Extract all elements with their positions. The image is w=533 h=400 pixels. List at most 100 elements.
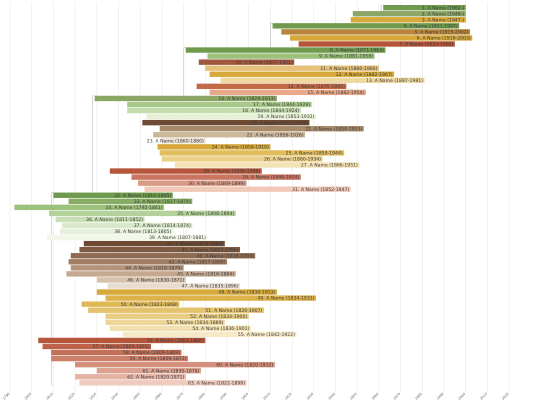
x-tick-label: 1950 xyxy=(349,392,358,400)
timeline-bar xyxy=(198,59,295,65)
timeline-bar-label: 40. A Name (1824-1889) xyxy=(166,241,223,247)
timeline-bar xyxy=(127,101,312,108)
timeline-bar xyxy=(70,253,256,259)
timeline-bar-label: 6. A Name (1919-2003) xyxy=(417,36,471,42)
timeline-bar xyxy=(51,349,182,356)
timeline-bar xyxy=(88,307,264,313)
timeline-bar-label: 60. A Name (1820-1912) xyxy=(216,362,273,368)
timeline-bar-label: 3. A Name (1947-) xyxy=(422,17,465,23)
timeline-bar xyxy=(94,95,277,102)
x-tick-label: 1830 xyxy=(89,392,98,400)
timeline-bar xyxy=(14,204,165,211)
timeline-bar-label: 9. A Name (1881-1958) xyxy=(319,54,373,60)
timeline-bar-label: 41. A Name (1822-1896) xyxy=(182,247,239,253)
timeline-bar-label: 35. A Name (1808-1894) xyxy=(177,211,234,217)
timeline-bar xyxy=(49,210,236,217)
timeline-bar xyxy=(209,89,366,96)
timeline-bar xyxy=(153,132,306,138)
timeline-bar-label: 33. A Name (1817-1874) xyxy=(134,199,191,205)
x-tick-label: 1980 xyxy=(414,392,423,400)
timeline-bar-label: 45. A Name (1816-1894) xyxy=(177,272,234,278)
timeline-bar-label: 11. A Name (1880-1960) xyxy=(320,66,377,72)
timeline-bar xyxy=(350,17,466,23)
timeline-bar xyxy=(298,41,455,47)
timeline-bar xyxy=(68,198,193,204)
timeline-bar-label: 12. A Name (1882-1967) xyxy=(336,72,393,78)
timeline-bar xyxy=(138,180,247,186)
timeline-bar-label: 8. A Name (1871-1963) xyxy=(330,48,384,54)
x-tick-label: 1930 xyxy=(306,392,315,400)
timeline-bar xyxy=(96,289,277,295)
timeline-bar xyxy=(46,234,208,241)
timeline-bar-label: 20. A Name (1851-1928) xyxy=(251,120,308,126)
timeline-bar xyxy=(107,283,241,289)
timeline-bar xyxy=(66,271,236,277)
x-tick-label: 1880 xyxy=(197,392,206,400)
timeline-bar-label: 58. A Name (1809-1869) xyxy=(123,350,180,356)
x-tick-label: 1820 xyxy=(67,392,76,400)
x-tick-label: 1960 xyxy=(371,392,380,400)
x-tick-label: 1860 xyxy=(154,392,163,400)
timeline-bar-label: 15. A Name (1882-1954) xyxy=(307,90,364,96)
timeline-bar-label: 31. A Name (1852-1947) xyxy=(292,187,349,193)
x-tick-label: 1850 xyxy=(132,392,141,400)
timeline-bar xyxy=(59,228,173,235)
timeline-bar-label: 57. A Name (1805-1855) xyxy=(93,344,150,350)
timeline-bar xyxy=(289,35,473,41)
timeline-bar-label: 7. A Name (1923-1995) xyxy=(399,42,453,48)
timeline-bar-label: 51. A Name (1826-1907) xyxy=(205,308,262,314)
timeline-bar xyxy=(105,295,316,301)
x-tick-label: 2020 xyxy=(501,392,510,400)
timeline-bar xyxy=(96,368,201,374)
timeline-bar xyxy=(159,150,345,156)
timeline-bar-label: 22. A Name (1856-1926) xyxy=(247,132,304,138)
timeline-bar xyxy=(83,240,225,247)
timeline-bar-label: 24. A Name (1858-1910) xyxy=(212,144,269,150)
timeline-bar-label: 43. A Name (1817-1890) xyxy=(168,259,225,265)
timeline-bar-label: 39. A Name (1807-1881) xyxy=(149,235,206,241)
timeline-bar-label: 63. A Name (1822-1899) xyxy=(188,380,245,386)
timeline-bar xyxy=(105,313,249,319)
timeline-bar xyxy=(207,53,375,59)
x-tick-label: 2000 xyxy=(457,392,466,400)
timeline-bar-label: 38. A Name (1813-1865) xyxy=(114,229,171,235)
x-tick-label: 1810 xyxy=(45,392,54,400)
timeline-bar xyxy=(70,265,184,271)
timeline-bar xyxy=(196,83,347,90)
timeline-bar xyxy=(127,107,301,114)
timeline-bar-label: 2. A Name (1948-) xyxy=(422,11,465,17)
timeline-bar-label: 13. A Name (1887-1981) xyxy=(366,78,423,84)
timeline-bar xyxy=(146,113,316,120)
timeline-bar xyxy=(79,380,247,386)
timeline-bar-label: 61. A Name (1830-1878) xyxy=(142,368,199,374)
timeline-bar xyxy=(55,216,145,223)
timeline-bar xyxy=(68,259,227,265)
timeline-bar xyxy=(144,186,351,192)
timeline-bar-label: 17. A Name (1844-1929) xyxy=(253,102,310,108)
x-tick-label: 1870 xyxy=(175,392,184,400)
timeline-bar xyxy=(161,138,206,144)
timeline-bar-label: 34. A Name (1792-1861) xyxy=(106,205,163,211)
timeline-bar xyxy=(53,192,173,198)
timeline-bar-label: 21. A Name (1859-1953) xyxy=(305,126,362,132)
timeline-bar-label: 59. A Name (1809-1872) xyxy=(129,356,186,362)
timeline-bar xyxy=(209,71,395,77)
x-tick-label: 1900 xyxy=(240,392,249,400)
timeline-bar xyxy=(352,11,466,17)
timeline-bar xyxy=(220,77,425,83)
timeline-bar xyxy=(157,144,271,150)
timeline-bar-label: 32. A Name (1810-1865) xyxy=(114,193,171,199)
timeline-bar-label: 29. A Name (1846-1924) xyxy=(242,175,299,181)
timeline-bar-label: 54. A Name (1836-1901) xyxy=(192,326,249,332)
timeline-bar xyxy=(205,65,379,71)
timeline-bar xyxy=(109,325,251,332)
timeline-bar xyxy=(142,119,310,126)
timeline-bar xyxy=(81,301,180,307)
timeline-bar-label: 19. A Name (1853-1931) xyxy=(257,114,314,120)
x-tick-label: 1800 xyxy=(23,392,32,400)
timeline-bar xyxy=(281,29,471,35)
timeline-bar xyxy=(185,47,386,53)
timeline-bar-label: 46. A Name (1830-1871) xyxy=(127,278,184,284)
timeline-bar xyxy=(122,331,297,338)
